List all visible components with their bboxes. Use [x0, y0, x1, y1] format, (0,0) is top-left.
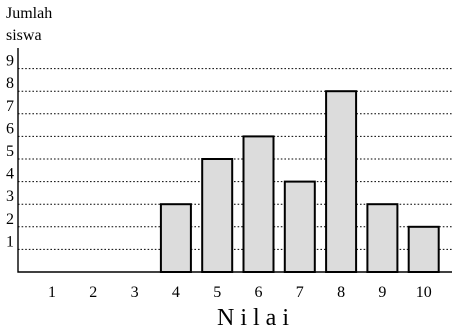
y-tick-label: 8	[6, 75, 14, 92]
x-tick-label: 6	[255, 284, 263, 301]
bar-4	[159, 203, 192, 273]
y-axis-label-line-1: Jumlah	[6, 5, 52, 22]
y-tick-labels: 1 2 3 4 5 6 7 8 9	[6, 53, 14, 251]
y-tick-label: 5	[6, 143, 14, 160]
y-tick-label: 2	[6, 211, 14, 228]
y-tick-label: 4	[6, 166, 14, 183]
x-tick-label: 9	[378, 284, 386, 301]
bar-10	[407, 225, 440, 274]
x-tick-label: 7	[296, 284, 304, 301]
x-tick-label: 10	[416, 284, 432, 301]
x-tick-label: 1	[48, 284, 56, 301]
y-axis-label: Jumlah siswa	[6, 5, 52, 44]
y-tick-label: 6	[6, 120, 14, 137]
bar-5	[201, 158, 234, 273]
bar-8	[325, 90, 358, 273]
x-tick-label: 8	[337, 284, 345, 301]
x-tick-label: 3	[131, 284, 139, 301]
bar-9	[366, 203, 399, 273]
y-tick-label: 7	[6, 98, 14, 115]
y-tick-label: 1	[6, 233, 14, 250]
gridlines	[18, 68, 452, 250]
bar-7	[283, 180, 316, 274]
bars	[159, 90, 440, 274]
y-tick-label: 9	[6, 53, 14, 70]
axes	[17, 48, 452, 273]
x-tick-labels: 1 2 3 4 5 6 7 8 9 10	[48, 284, 432, 301]
x-axis-label: N i l a i	[217, 305, 289, 331]
y-axis-label-line-2: siswa	[6, 27, 42, 44]
x-tick-label: 4	[172, 284, 180, 301]
y-tick-label: 3	[6, 188, 14, 205]
x-tick-label: 5	[213, 284, 221, 301]
axis-lines	[17, 48, 452, 273]
bar-6	[242, 135, 275, 273]
x-tick-label: 2	[89, 284, 97, 301]
